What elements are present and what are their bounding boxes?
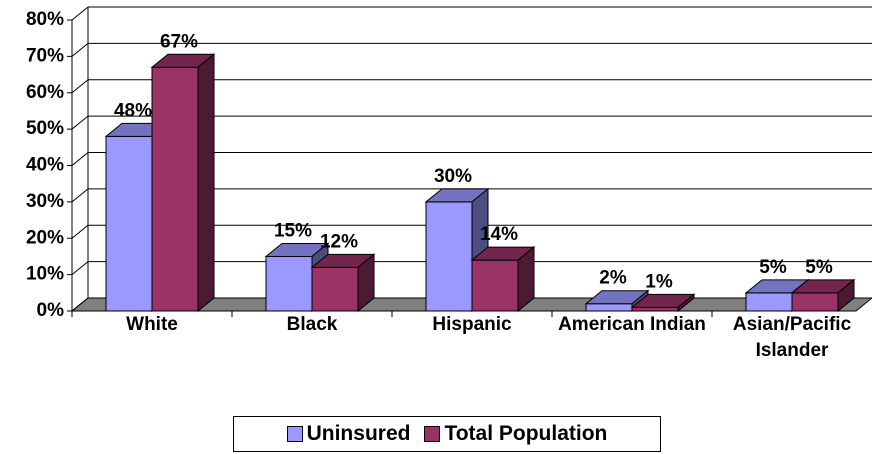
bar-front <box>151 66 199 312</box>
bar-front <box>105 135 153 312</box>
bar-front <box>471 259 519 312</box>
y-tick-label: 50% <box>26 118 64 139</box>
bar-side <box>197 53 215 313</box>
grid-line-side <box>71 115 89 130</box>
legend-swatch <box>424 426 441 442</box>
x-tick-label: Black <box>286 314 338 335</box>
y-tick-label: 30% <box>26 191 64 212</box>
bar <box>150 53 216 313</box>
value-label: 14% <box>480 224 518 245</box>
bar-side <box>837 278 855 313</box>
value-label: 67% <box>160 31 198 52</box>
value-label: 12% <box>320 231 358 252</box>
value-label: 5% <box>805 257 833 278</box>
bar-front <box>311 266 359 312</box>
legend-label: Uninsured <box>306 422 411 445</box>
bar-side <box>357 253 375 313</box>
value-label: 48% <box>114 100 152 121</box>
bar <box>310 253 376 313</box>
bar <box>470 246 536 313</box>
y-tick-label: 70% <box>26 45 64 66</box>
legend-item: Total Population <box>424 422 607 446</box>
value-label: 1% <box>645 271 673 292</box>
grid-line-side <box>71 188 89 203</box>
x-tick-label: American Indian <box>558 314 706 335</box>
value-label: 2% <box>599 268 627 289</box>
value-label: 15% <box>274 220 312 241</box>
y-tick-label: 80% <box>26 9 64 30</box>
grid-line-side <box>71 297 89 312</box>
bar-front <box>265 255 313 312</box>
bar-front <box>631 306 679 312</box>
bar <box>630 293 696 313</box>
legend-swatch <box>286 426 303 442</box>
bar-front <box>585 303 633 312</box>
grid-line-side <box>71 42 89 57</box>
grid-line-side <box>71 6 89 21</box>
bar-front <box>791 292 839 312</box>
x-tick-label: White <box>126 314 178 335</box>
grid-line-side <box>71 224 89 239</box>
x-tick-label: Hispanic <box>432 314 512 335</box>
legend-label: Total Population <box>444 422 608 445</box>
bar-front <box>425 201 473 312</box>
value-label: 5% <box>759 257 787 278</box>
bar-side <box>677 293 695 313</box>
value-label: 30% <box>434 166 472 187</box>
grid-line-side <box>71 79 89 94</box>
bar <box>790 278 856 313</box>
y-tick-label: 40% <box>26 155 64 176</box>
legend: Uninsured Total Population <box>233 416 661 452</box>
y-tick-label: 10% <box>26 264 64 285</box>
y-tick-label: 20% <box>26 227 64 248</box>
bar-side <box>517 246 535 313</box>
legend-item: Uninsured <box>286 422 411 446</box>
grid-line-side <box>71 152 89 166</box>
grid-line-side <box>71 261 89 276</box>
x-tick-label: Asian/Pacific Islander <box>732 314 852 361</box>
bar-front <box>745 292 793 312</box>
y-tick-label: 0% <box>37 300 65 321</box>
y-tick-label: 60% <box>26 82 64 103</box>
